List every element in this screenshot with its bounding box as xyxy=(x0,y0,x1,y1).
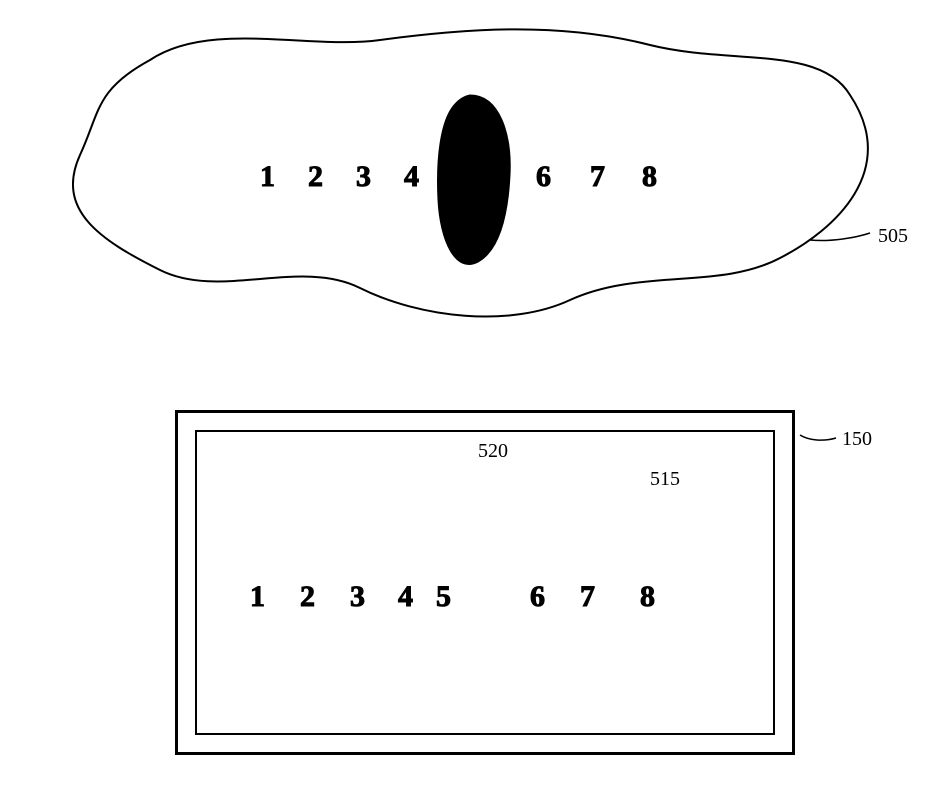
top-num-7: 7 xyxy=(590,160,605,194)
top-num-8: 8 xyxy=(642,160,657,194)
bottom-num-4: 4 xyxy=(398,580,413,614)
top-num-3: 3 xyxy=(356,160,371,194)
bottom-num-7: 7 xyxy=(580,580,595,614)
bottom-num-2: 2 xyxy=(300,580,315,614)
bottom-num-3: 3 xyxy=(350,580,365,614)
top-num-6: 6 xyxy=(536,160,551,194)
ref-150: 150 xyxy=(842,428,872,451)
top-num-1: 1 xyxy=(260,160,275,194)
ref-505: 505 xyxy=(878,225,908,248)
bottom-num-1: 1 xyxy=(250,580,265,614)
bottom-num-6: 6 xyxy=(530,580,545,614)
top-num-4: 4 xyxy=(404,160,419,194)
diagram-stage: 505 150 515 520 1234567812345678 xyxy=(0,0,940,790)
top-num-5: 5 xyxy=(452,160,467,194)
top-num-2: 2 xyxy=(308,160,323,194)
ref-515: 515 xyxy=(650,468,680,491)
bottom-num-5: 5 xyxy=(436,580,451,614)
display-frame-inner xyxy=(195,430,775,735)
bottom-num-8: 8 xyxy=(640,580,655,614)
ref-520: 520 xyxy=(478,440,508,463)
